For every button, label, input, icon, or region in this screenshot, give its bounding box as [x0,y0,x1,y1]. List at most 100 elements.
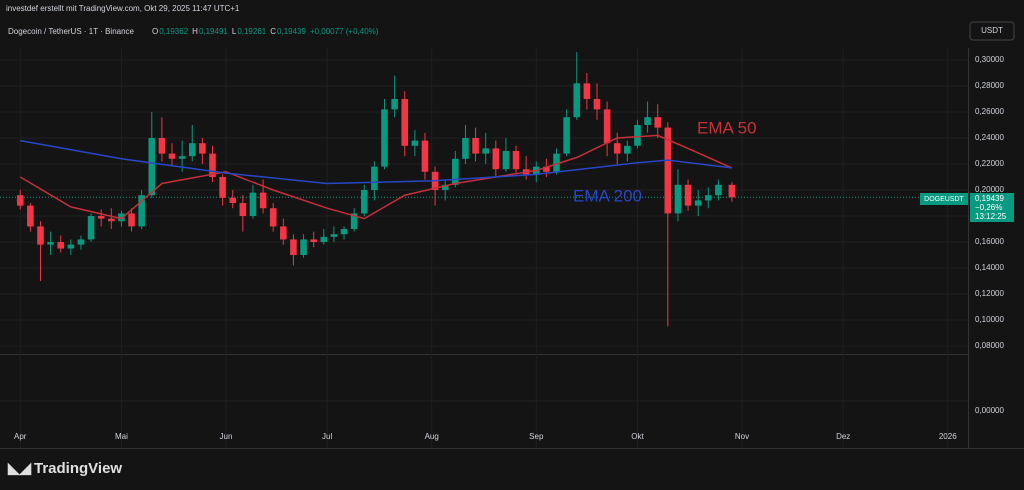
candle-body [310,239,317,243]
credit: investdef erstellt mit TradingView.com, … [6,4,240,13]
candle-body [502,150,510,170]
candle-body [87,216,95,240]
candle-body [583,83,591,99]
candle-body [350,213,358,230]
candle-body [259,192,267,209]
candle-body [401,98,409,146]
currency[interactable]: USDT [981,26,1003,35]
candle-body [249,192,257,217]
y-tick-label: 0,16000 [975,237,1004,246]
candle-body [209,153,216,178]
symbol-tag-text: DOGEUSDT [924,196,964,203]
candle-body [715,184,722,196]
candle-body [148,137,156,196]
x-tick-label: 2026 [939,432,957,441]
ema-line [20,139,732,185]
candle-body [654,117,661,128]
ohlc-value: 0,19362 [159,27,188,36]
candle-body [603,109,611,144]
candle-body [340,229,348,235]
candle-body [694,200,702,206]
ohlc-value: 0,19491 [199,27,228,36]
candle-body [330,234,338,237]
candle-body [624,145,631,154]
ohlc-label: L [232,27,237,36]
candle-body [644,117,651,125]
countdown: 13:12:25 [975,212,1007,221]
candle-body [108,218,115,222]
candle-body [728,184,736,198]
x-tick-label: Mai [115,432,128,441]
ohlc-label: C [270,27,276,36]
ohlc-legend: O 0,19362 H 0,19491 L 0,19261 C 0,19439 +0,00077… [152,27,379,36]
y-tick-label: 0,26000 [975,107,1004,116]
candle-body [472,137,479,154]
y-tick-label: 0,10000 [975,315,1004,324]
candle-body [67,244,75,249]
candle-body [664,127,672,214]
candle-body [188,143,196,157]
y-tick-label: 0,24000 [975,133,1004,142]
candle-body [371,166,378,191]
pane2-tick-label: 0,00000 [975,406,1004,415]
candle-body [57,242,64,249]
candle-body [280,226,287,240]
candle-body [37,226,44,245]
candle-body [543,166,550,172]
candle-body [229,197,237,204]
candle-body [674,184,682,214]
candle-body [705,195,712,201]
candle-body [27,205,34,227]
candle-body [239,203,247,217]
candle-body [168,153,176,159]
y-tick-label: 0,22000 [975,159,1004,168]
candle-body [47,242,54,245]
x-tick-label: Okt [631,432,644,441]
ohlc-value: 0,19439 [277,27,306,36]
candle-body [482,148,489,154]
ohlc-label: H [192,27,198,36]
candle-body [563,117,570,154]
x-tick-label: Apr [14,432,27,441]
candle-body [128,213,135,227]
candle-body [613,143,621,154]
candle-body [462,137,469,159]
candle-body [492,148,500,170]
candle-body [290,239,297,256]
candle-body [452,158,459,185]
price-change: −0,26% [975,203,1002,212]
candle-body [441,184,449,191]
candle-body [553,153,560,172]
candle-body [684,184,692,206]
candle-body [77,239,85,245]
symbol: Dogecoin / TetherUS · 1T · Binance [8,27,135,36]
candle-body [360,190,368,214]
brand: TradingView [34,460,122,477]
x-tick-label: Dez [836,432,850,441]
ohlc-value: 0,19261 [237,27,266,36]
candle-body [199,143,206,154]
candle-body [411,140,419,146]
candle-body [573,83,581,118]
price-tag [970,193,1014,222]
price: 0,19439 [975,194,1004,203]
y-tick-label: 0,20000 [975,185,1004,194]
candle-body [138,195,145,227]
candle-body [381,109,388,167]
currency-button[interactable] [969,21,1015,41]
ema-label: EMA 200 [573,186,642,205]
y-tick-label: 0,30000 [975,55,1004,64]
x-tick-label: Jun [220,432,233,441]
candle-body [158,137,166,154]
y-tick-label: 0,14000 [975,263,1004,272]
candle-body [178,156,186,159]
symbol-tag [920,193,968,205]
candle-body [118,213,125,222]
candle-body [269,208,277,227]
candle-body [634,124,641,146]
y-tick-label: 0,08000 [975,341,1004,350]
candle-body [219,177,226,198]
x-tick-label: Jul [322,432,332,441]
